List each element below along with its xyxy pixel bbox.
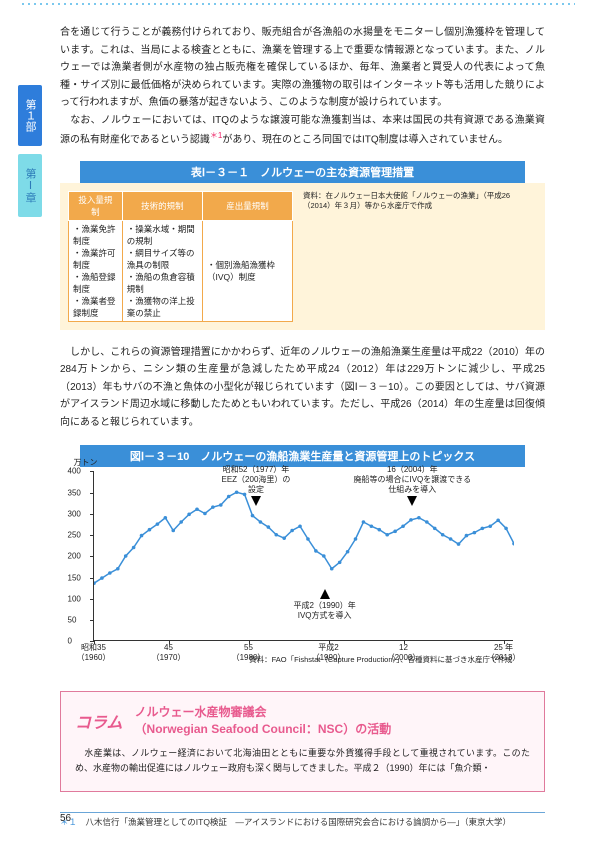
table-source-note: 資料：在ノルウェー日本大使館「ノルウェーの漁業」（平成26（2014）年３月）等… — [303, 191, 537, 212]
paragraph-1: 合を通じて行うことが義務付けられており、販売組合が各漁船の水揚量をモニターし個別… — [60, 24, 545, 112]
y-tick-label: 100 — [68, 594, 81, 603]
x-tick-label: 昭和35 （1960） — [69, 643, 119, 662]
page-number: 56 — [60, 813, 71, 824]
paragraph-2: なお、ノルウェーにおいては、ITQのような譲渡可能な漁獲割当は、本来は国民の共有… — [60, 112, 545, 149]
x-tick-label: 55 （1980） — [224, 643, 274, 662]
side-tab-chapter1: 第Ⅰ章 — [18, 154, 42, 217]
table-cell-3: ・個別漁船漁獲枠（IVQ）制度 — [202, 220, 292, 321]
paragraph-3: しかし、これらの資源管理措置にかかわらず、近年のノルウェーの漁船漁業生産量は平成… — [60, 344, 545, 432]
x-tick-label: 平成2 （1990） — [304, 643, 354, 662]
column-title-l2: （Norwegian Seafood Council：NSC）の活動 — [135, 722, 392, 736]
footnote-rule — [60, 812, 545, 813]
table-header-3: 産出量規制 — [202, 191, 292, 220]
chart-annotation: 昭和52（1977）年 EEZ（200海里）の 設定 — [222, 465, 291, 506]
footnote-text: 八木信行「漁業管理としてのITQ検証 ―アイスランドにおける国際研究会合における… — [77, 817, 511, 827]
side-tabs: 第１部 第Ⅰ章 — [18, 85, 40, 217]
y-tick-label: 350 — [68, 488, 81, 497]
table-cell-2: ・操業水域・期間の規制 ・網目サイズ等の漁具の制限 ・漁船の魚倉容積規制 ・漁獲… — [122, 220, 202, 321]
table-cell-1: ・漁業免許制度 ・漁業許可制度 ・漁船登録制度 ・漁業者登録制度 — [69, 220, 123, 321]
management-table: 投入量規制 技術的規制 産出量規制 ・漁業免許制度 ・漁業許可制度 ・漁船登録制… — [68, 191, 293, 322]
figure-title: 図Ⅰ－３－10 ノルウェーの漁船漁業生産量と資源管理上のトピックス — [80, 445, 525, 467]
y-tick-label: 200 — [68, 552, 81, 561]
production-chart: 万トン 資料：FAO「Fishstat（Capture Production）」… — [93, 471, 513, 641]
footnote: ＊１ 八木信行「漁業管理としてのITQ検証 ―アイスランドにおける国際研究会合に… — [60, 817, 545, 829]
footnote-ref-1: ＊1 — [210, 131, 222, 140]
table-row: ・漁業免許制度 ・漁業許可制度 ・漁船登録制度 ・漁業者登録制度 ・操業水域・期… — [69, 220, 293, 321]
y-tick-label: 300 — [68, 509, 81, 518]
y-tick-label: 150 — [68, 573, 81, 582]
x-tick-label: 45 （1970） — [144, 643, 194, 662]
column-box: コラム ノルウェー水産物審議会 （Norwegian Seafood Counc… — [60, 691, 545, 791]
table-section: 表Ⅰ－３－１ ノルウェーの主な資源管理措置 投入量規制 技術的規制 産出量規制 … — [60, 161, 545, 330]
x-tick-label: 25 年 （2013） — [479, 643, 529, 662]
table-header-1: 投入量規制 — [69, 191, 123, 220]
column-title-l1: ノルウェー水産物審議会 — [135, 705, 267, 719]
y-tick-label: 50 — [68, 616, 77, 625]
x-tick-label: 12 （2000） — [379, 643, 429, 662]
chart-annotation: 16（2004）年 廃船等の場合にIVQを譲渡できる 仕組みを導入 — [354, 465, 472, 506]
top-dotted-border — [20, 2, 575, 6]
column-title: ノルウェー水産物審議会 （Norwegian Seafood Council：N… — [135, 704, 392, 738]
column-body: 水産業は、ノルウェー経済において北海油田とともに重要な外貨獲得手段として重視され… — [75, 746, 530, 777]
column-label: コラム — [75, 709, 123, 733]
y-tick-label: 250 — [68, 531, 81, 540]
table-header-2: 技術的規制 — [122, 191, 202, 220]
table-title: 表Ⅰ－３－１ ノルウェーの主な資源管理措置 — [80, 161, 525, 183]
table-header-row: 投入量規制 技術的規制 産出量規制 — [69, 191, 293, 220]
side-tab-part1: 第１部 — [18, 85, 42, 146]
y-tick-label: 400 — [68, 467, 81, 476]
paragraph-2-post: があり、現在のところ同国ではITQ制度は導入されていません。 — [222, 134, 508, 145]
chart-annotation: 平成2（1990）年 IVQ方式を導入 — [294, 589, 356, 620]
